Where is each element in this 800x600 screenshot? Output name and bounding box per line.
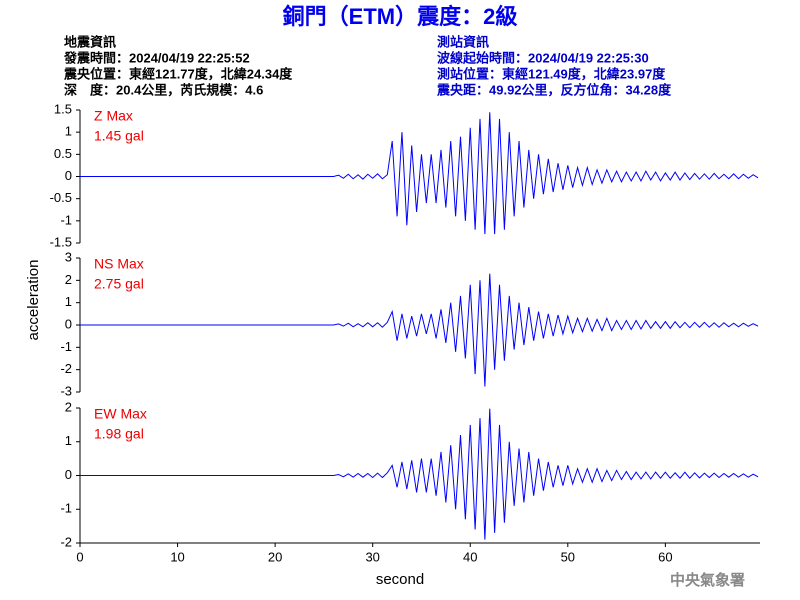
series-name: NS Max — [94, 256, 144, 272]
x-tick-label: 60 — [658, 549, 672, 564]
y-tick-label: 1 — [65, 433, 72, 448]
x-tick-label: 10 — [170, 549, 184, 564]
y-tick-label: -2 — [60, 534, 72, 549]
x-axis-label: second — [376, 571, 424, 588]
y-tick-label: 1 — [65, 294, 72, 309]
y-tick-label: 0 — [65, 467, 72, 482]
waveform — [80, 408, 759, 540]
footer: 中央氣象署 — [670, 571, 745, 589]
y-tick-label: -0.5 — [50, 190, 72, 205]
y-tick-label: 1 — [65, 124, 72, 139]
waveform — [80, 273, 759, 387]
series-name: EW Max — [94, 406, 147, 422]
chart-title: 銅門（ETM）震度：2級 — [283, 4, 518, 29]
series-name: Z Max — [94, 108, 133, 124]
info-line: 震央位置：東經121.77度，北緯24.34度 — [63, 66, 293, 81]
y-tick-label: -1.5 — [50, 234, 72, 249]
y-tick-label: 2 — [65, 399, 72, 414]
x-tick-label: 40 — [463, 549, 477, 564]
y-tick-label: -2 — [60, 361, 72, 376]
x-tick-label: 50 — [561, 549, 575, 564]
y-axis-label: acceleration — [25, 260, 42, 341]
y-tick-label: -1 — [60, 501, 72, 516]
info-line: 測站資訊 — [437, 34, 489, 49]
info-line: 深 度：20.4公里，芮氏規模：4.6 — [64, 82, 263, 97]
max-annotation: 2.75 gal — [94, 276, 144, 292]
x-tick-label: 20 — [268, 549, 282, 564]
info-line: 地震資訊 — [64, 34, 116, 49]
x-tick-label: 0 — [76, 549, 83, 564]
info-line: 波線起始時間：2024/04/19 22:25:30 — [437, 50, 649, 65]
y-tick-label: 0 — [65, 168, 72, 183]
y-tick-label: -1 — [60, 212, 72, 227]
waveform — [80, 112, 759, 235]
y-tick-label: 3 — [65, 249, 72, 264]
info-line: 測站位置：東經121.49度，北緯23.97度 — [437, 66, 666, 81]
y-tick-label: -1 — [60, 339, 72, 354]
y-tick-label: -3 — [60, 383, 72, 398]
x-tick-label: 30 — [365, 549, 379, 564]
max-annotation: 1.98 gal — [94, 426, 144, 442]
y-tick-label: 2 — [65, 272, 72, 287]
y-tick-label: 0 — [65, 316, 72, 331]
max-annotation: 1.45 gal — [94, 128, 144, 144]
info-line: 震央距：49.92公里，反方位角：34.28度 — [436, 82, 672, 97]
info-line: 發震時間：2024/04/19 22:25:52 — [63, 50, 250, 65]
y-tick-label: 1.5 — [54, 101, 72, 116]
y-tick-label: 0.5 — [54, 146, 72, 161]
